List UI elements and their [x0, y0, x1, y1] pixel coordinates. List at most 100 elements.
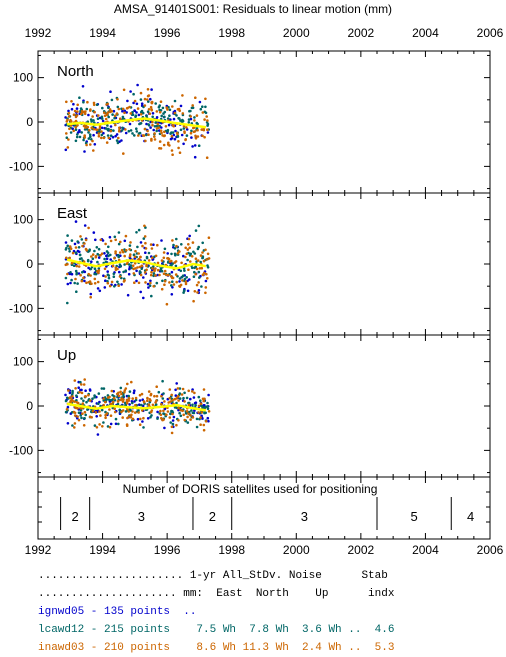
- data-point: [191, 403, 194, 407]
- data-point: [160, 239, 163, 242]
- data-point: [78, 390, 81, 394]
- data-point: [109, 134, 113, 137]
- data-point: [178, 151, 182, 154]
- data-point: [170, 431, 174, 435]
- data-point: [147, 108, 151, 111]
- data-point: [112, 272, 116, 276]
- data-point: [78, 96, 81, 99]
- data-point: [68, 391, 72, 395]
- data-point: [149, 126, 152, 129]
- data-point: [182, 291, 185, 294]
- data-point: [179, 104, 183, 108]
- data-point: [77, 418, 81, 422]
- data-point: [68, 256, 71, 260]
- data-point: [188, 109, 191, 113]
- data-point: [81, 244, 84, 248]
- data-point: [163, 279, 167, 283]
- data-point: [113, 407, 116, 411]
- data-point: [87, 226, 90, 230]
- bottom-year-tick-label: 1996: [154, 543, 181, 557]
- data-point: [163, 283, 166, 287]
- data-point: [178, 277, 182, 280]
- data-point: [134, 403, 137, 407]
- data-point: [149, 281, 152, 285]
- data-point: [87, 393, 90, 397]
- data-point: [176, 387, 180, 390]
- data-point: [178, 387, 182, 390]
- data-point: [83, 136, 87, 139]
- data-point: [170, 393, 173, 397]
- data-point: [75, 264, 79, 268]
- data-point: [69, 400, 73, 404]
- data-point: [175, 131, 179, 135]
- data-point: [184, 282, 188, 286]
- data-point: [113, 235, 117, 239]
- data-point: [126, 407, 129, 411]
- data-point: [145, 122, 148, 126]
- data-point: [135, 130, 139, 133]
- data-point: [192, 299, 195, 303]
- data-point: [118, 275, 122, 278]
- data-point: [205, 258, 208, 261]
- data-point: [198, 267, 202, 270]
- data-point: [206, 416, 210, 420]
- data-point: [112, 129, 115, 132]
- data-point: [131, 401, 134, 405]
- data-point: [186, 248, 190, 251]
- data-point: [191, 390, 194, 393]
- data-point: [66, 422, 70, 425]
- data-point: [80, 383, 83, 386]
- data-point: [109, 414, 113, 418]
- data-point: [81, 412, 84, 416]
- data-point: [114, 252, 117, 255]
- data-point: [113, 116, 116, 120]
- y-tick-label: 0: [26, 399, 33, 413]
- data-point: [163, 400, 166, 403]
- data-point: [78, 253, 82, 257]
- data-point: [79, 235, 82, 238]
- data-point: [177, 146, 180, 150]
- data-point: [162, 143, 166, 147]
- data-point: [69, 281, 72, 285]
- data-point: [168, 396, 171, 400]
- data-point: [191, 411, 195, 415]
- data-point: [87, 113, 90, 117]
- data-point: [204, 105, 207, 109]
- data-point: [73, 281, 76, 285]
- data-point: [72, 129, 75, 133]
- data-point: [179, 128, 183, 132]
- data-point: [180, 243, 183, 246]
- data-point: [144, 251, 147, 254]
- data-point: [67, 138, 70, 141]
- data-point: [195, 283, 199, 287]
- y-tick-label: 100: [13, 71, 33, 85]
- data-point: [88, 280, 92, 283]
- data-point: [90, 120, 93, 123]
- data-point: [129, 129, 133, 132]
- data-point: [139, 98, 143, 101]
- data-point: [97, 402, 100, 406]
- data-point: [75, 290, 78, 294]
- data-point: [109, 125, 113, 128]
- data-point: [147, 286, 150, 289]
- data-point: [141, 244, 144, 248]
- data-point: [172, 117, 176, 121]
- data-point: [92, 133, 95, 137]
- data-point: [183, 391, 186, 395]
- data-point: [102, 274, 105, 278]
- data-point: [73, 414, 77, 417]
- data-point: [66, 244, 69, 248]
- data-point: [178, 117, 181, 120]
- data-point: [205, 115, 208, 118]
- data-point: [71, 389, 74, 393]
- data-point: [69, 247, 73, 250]
- data-point: [189, 115, 192, 118]
- data-point: [166, 128, 170, 132]
- data-point: [78, 135, 82, 139]
- data-point: [185, 134, 189, 137]
- data-point: [125, 111, 128, 114]
- data-point: [177, 406, 180, 410]
- data-point: [65, 100, 68, 104]
- data-point: [150, 247, 154, 250]
- data-point: [86, 408, 89, 411]
